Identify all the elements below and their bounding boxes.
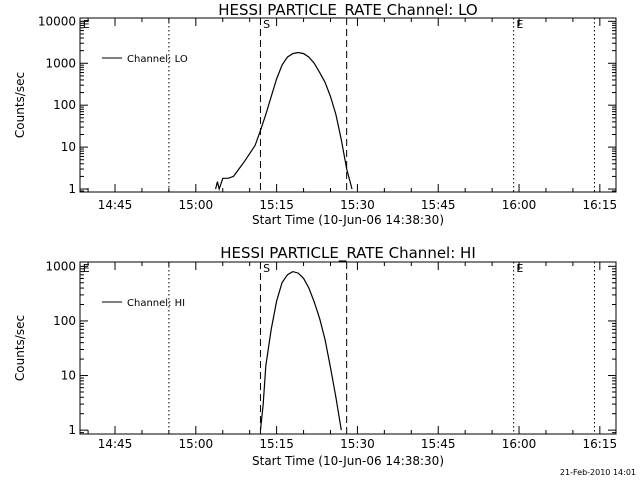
x-tick-label: 15:15: [259, 437, 294, 451]
x-tick-label: 16:00: [502, 437, 537, 451]
event-marker-label: E: [516, 18, 523, 31]
x-tick-label: 15:30: [340, 437, 375, 451]
event-marker-label: E: [83, 18, 90, 31]
event-marker-label: E: [83, 262, 90, 275]
y-tick-label: 1: [68, 423, 76, 437]
chart-title: HESSI PARTICLE_RATE Channel: LO: [218, 1, 477, 20]
y-axis-label: Counts/sec: [13, 315, 27, 381]
plot-frame: [79, 261, 617, 435]
series-line: [259, 270, 342, 431]
y-tick-label: 1000: [45, 56, 76, 70]
x-tick-label: 15:45: [421, 198, 456, 212]
x-tick-label: 15:30: [340, 198, 375, 212]
event-marker-label: E: [516, 262, 523, 275]
x-tick-label: 14:45: [98, 437, 133, 451]
footer-timestamp: 21-Feb-2010 14:01: [560, 468, 636, 477]
x-tick-label: 16:15: [583, 198, 618, 212]
series-line: [215, 51, 353, 192]
x-tick-label: 15:00: [179, 437, 214, 451]
plot-channel-hi: HESSI PARTICLE_RATE Channel: HI 14:45 15:0…: [13, 244, 617, 468]
x-tick-label: 14:45: [98, 198, 133, 212]
x-tick-label: 15:00: [179, 198, 214, 212]
plot-frame: [79, 17, 617, 193]
y-tick-label: 10: [61, 369, 76, 383]
x-tick-label: 16:15: [583, 437, 618, 451]
legend-label: Channel: HI: [127, 298, 185, 309]
x-tick-label: 15:45: [421, 437, 456, 451]
y-tick-label: 1: [68, 182, 76, 196]
x-tick-label: 16:00: [502, 198, 537, 212]
y-tick-label: 100: [53, 314, 76, 328]
legend-label: Channel: LO: [127, 54, 188, 65]
event-marker-label: S: [263, 262, 270, 275]
y-tick-label: 10: [61, 140, 76, 154]
x-axis-label: Start Time (10-Jun-06 14:38:30): [252, 454, 444, 468]
chart-title: HESSI PARTICLE_RATE Channel: HI: [220, 244, 476, 263]
y-axis-label: Counts/sec: [13, 72, 27, 138]
y-tick-label: 10000: [38, 14, 76, 28]
event-marker-label: S: [263, 18, 270, 31]
y-tick-label: 1000: [45, 259, 76, 273]
x-tick-label: 15:15: [259, 198, 294, 212]
y-tick-label: 100: [53, 98, 76, 112]
x-axis-label: Start Time (10-Jun-06 14:38:30): [252, 213, 444, 227]
plot-channel-lo: HESSI PARTICLE_RATE Channel: LO 14:45 15:0…: [13, 1, 617, 227]
